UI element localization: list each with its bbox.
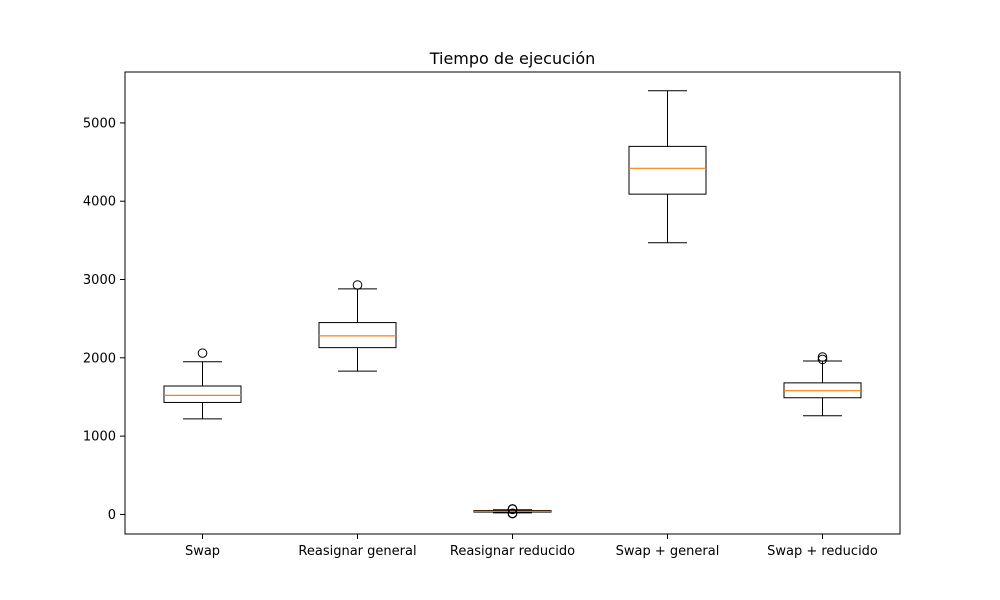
box-plot-group bbox=[473, 504, 552, 519]
x-tick-label: Reasignar general bbox=[298, 544, 416, 559]
box bbox=[628, 145, 707, 195]
y-tick-label: 4000 bbox=[83, 195, 116, 210]
y-tick-label: 3000 bbox=[83, 273, 116, 288]
plot-frame bbox=[124, 71, 901, 535]
outlier-point bbox=[507, 504, 518, 514]
outlier-point bbox=[352, 280, 363, 290]
outlier-point bbox=[507, 508, 518, 519]
box-plot-group bbox=[318, 280, 397, 372]
x-tick-label: Swap + reducido bbox=[767, 544, 878, 559]
y-tick-label: 5000 bbox=[83, 116, 116, 131]
box-plot-group bbox=[628, 90, 707, 244]
box bbox=[163, 385, 242, 403]
outlier-point bbox=[817, 354, 828, 365]
box bbox=[318, 322, 397, 349]
x-tick-label: Swap bbox=[185, 544, 220, 559]
chart-title: Tiempo de ejecución bbox=[429, 49, 596, 68]
x-tick-label: Reasignar reducido bbox=[450, 544, 575, 559]
outlier-point bbox=[817, 352, 828, 362]
y-tick-label: 2000 bbox=[83, 351, 116, 366]
box-plot-group bbox=[783, 352, 862, 417]
y-tick-label: 0 bbox=[108, 508, 116, 523]
y-tick-label: 1000 bbox=[83, 430, 116, 445]
box-plot-group bbox=[163, 348, 242, 420]
outlier-point bbox=[197, 348, 208, 358]
x-tick-label: Swap + general bbox=[616, 544, 720, 559]
